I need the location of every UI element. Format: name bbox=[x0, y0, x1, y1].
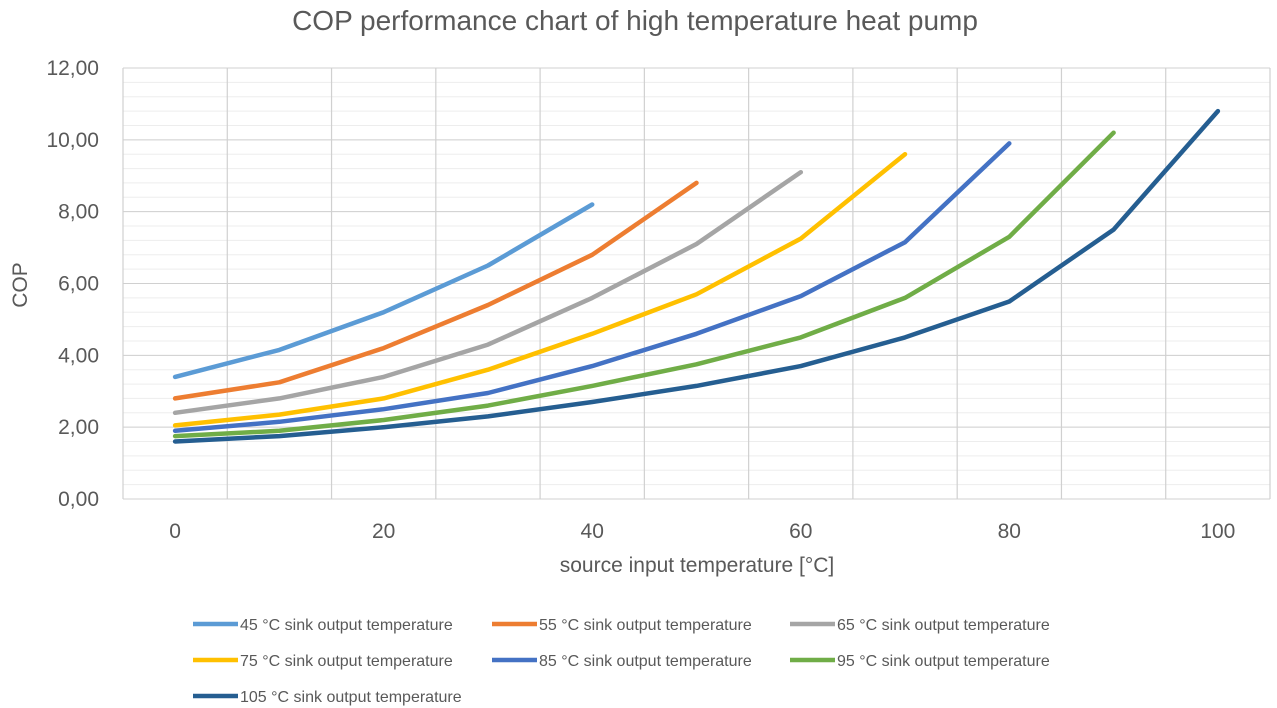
series-line-1 bbox=[172, 202, 595, 380]
legend-label-4: 75 °C sink output temperature bbox=[240, 653, 453, 670]
series-line-4 bbox=[172, 151, 908, 428]
x-tick-label: 80 bbox=[998, 520, 1021, 543]
legend-label-6: 95 °C sink output temperature bbox=[837, 653, 1050, 670]
series-line-3 bbox=[172, 169, 804, 416]
series-line-7 bbox=[172, 108, 1221, 444]
x-tick-label: 0 bbox=[169, 520, 181, 543]
x-tick-label: 60 bbox=[789, 520, 812, 543]
y-tick-label: 10,00 bbox=[46, 129, 99, 152]
x-tick-label: 40 bbox=[581, 520, 604, 543]
legend-label-7: 105 °C sink output temperature bbox=[240, 689, 462, 706]
series-line-2 bbox=[172, 180, 699, 401]
legend-label-3: 65 °C sink output temperature bbox=[837, 617, 1050, 634]
y-axis-ticks: 0,00 2,00 4,00 6,00 8,00 10,00 12,00 bbox=[46, 57, 99, 511]
chart-title: COP performance chart of high temperatur… bbox=[292, 5, 978, 36]
legend: 45 °C sink output temperature 55 °C sink … bbox=[193, 617, 1050, 706]
y-tick-label: 2,00 bbox=[58, 416, 99, 439]
legend-label-1: 45 °C sink output temperature bbox=[240, 617, 453, 634]
x-tick-label: 20 bbox=[372, 520, 395, 543]
y-tick-label: 4,00 bbox=[58, 344, 99, 367]
series-line-6 bbox=[172, 130, 1116, 439]
legend-label-2: 55 °C sink output temperature bbox=[539, 617, 752, 634]
y-tick-label: 6,00 bbox=[58, 273, 99, 296]
legend-label-5: 85 °C sink output temperature bbox=[539, 653, 752, 670]
x-axis-label: source input temperature [°C] bbox=[560, 554, 835, 577]
series-lines bbox=[172, 108, 1221, 444]
x-axis-ticks: 0 20 40 60 80 100 bbox=[169, 520, 1235, 543]
y-axis-label: COP bbox=[9, 262, 32, 308]
y-tick-label: 8,00 bbox=[58, 201, 99, 224]
series-line-5 bbox=[172, 141, 1012, 434]
x-tick-label: 100 bbox=[1200, 520, 1235, 543]
y-tick-label: 12,00 bbox=[46, 57, 99, 80]
y-tick-label: 0,00 bbox=[58, 488, 99, 511]
